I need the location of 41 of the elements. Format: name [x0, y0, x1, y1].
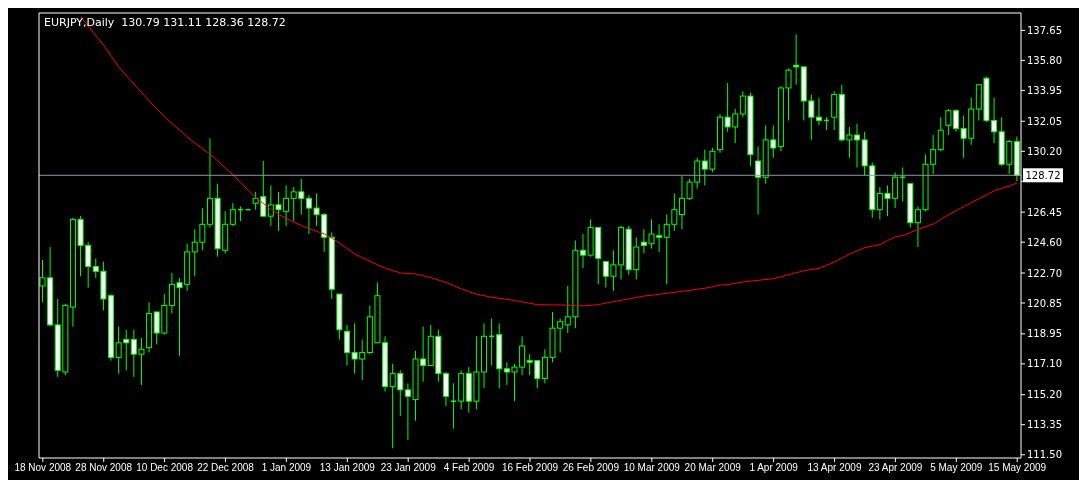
x-tick-label: 10 Dec 2008: [136, 462, 194, 474]
candlestick: [229, 202, 236, 227]
x-tick-label: 28 Nov 2008: [75, 462, 133, 474]
candlestick: [793, 33, 800, 86]
x-tick-label: 26 Feb 2009: [562, 462, 620, 474]
y-tick-label: 124.60: [1027, 236, 1062, 248]
x-tick-label: 18 Nov 2008: [14, 462, 72, 474]
candlestick: [937, 116, 944, 152]
x-tick-label: 23 Apr 2009: [868, 462, 923, 474]
x-tick-label: 4 Feb 2009: [443, 462, 495, 474]
candlestick: [899, 167, 906, 203]
x-tick-label: 5 May 2009: [930, 462, 983, 474]
x-tick-label: 1 Apr 2009: [749, 462, 799, 474]
y-tick-label: 130.20: [1027, 145, 1062, 157]
x-tick-label: 20 Mar 2009: [684, 462, 742, 474]
y-tick-label: 117.10: [1027, 358, 1062, 370]
candlestick: [831, 90, 838, 131]
x-tick-label: 15 May 2009: [988, 462, 1047, 474]
y-tick-label: 111.50: [1027, 449, 1062, 461]
candlestick: [450, 382, 457, 430]
y-tick-label: 135.80: [1027, 54, 1062, 66]
candlestick: [442, 371, 449, 407]
x-tick-label: 10 Mar 2009: [623, 462, 681, 474]
candlestick: [755, 145, 762, 216]
y-tick-label: 115.20: [1027, 389, 1062, 401]
x-tick-label: 22 Dec 2008: [197, 462, 255, 474]
x-tick-label: 1 Jan 2009: [261, 462, 312, 474]
chart-title: EURJPY,Daily 130.79 131.11 128.36 128.72: [44, 16, 286, 29]
y-tick-label: 122.70: [1027, 267, 1062, 279]
x-tick-label: 13 Apr 2009: [807, 462, 862, 474]
x-tick-label: 13 Jan 2009: [319, 462, 376, 474]
y-tick-label: 137.65: [1027, 24, 1062, 36]
y-tick-label: 113.35: [1027, 419, 1062, 431]
ref-line-label: 128.72: [1025, 170, 1061, 182]
y-tick-label: 132.05: [1027, 115, 1062, 127]
x-tick-label: 23 Jan 2009: [380, 462, 437, 474]
y-tick-label: 120.85: [1027, 297, 1062, 309]
y-tick-label: 133.95: [1027, 84, 1062, 96]
y-tick-label: 126.45: [1027, 206, 1062, 218]
x-tick-label: 16 Feb 2009: [501, 462, 559, 474]
y-tick-label: 118.95: [1027, 328, 1062, 340]
